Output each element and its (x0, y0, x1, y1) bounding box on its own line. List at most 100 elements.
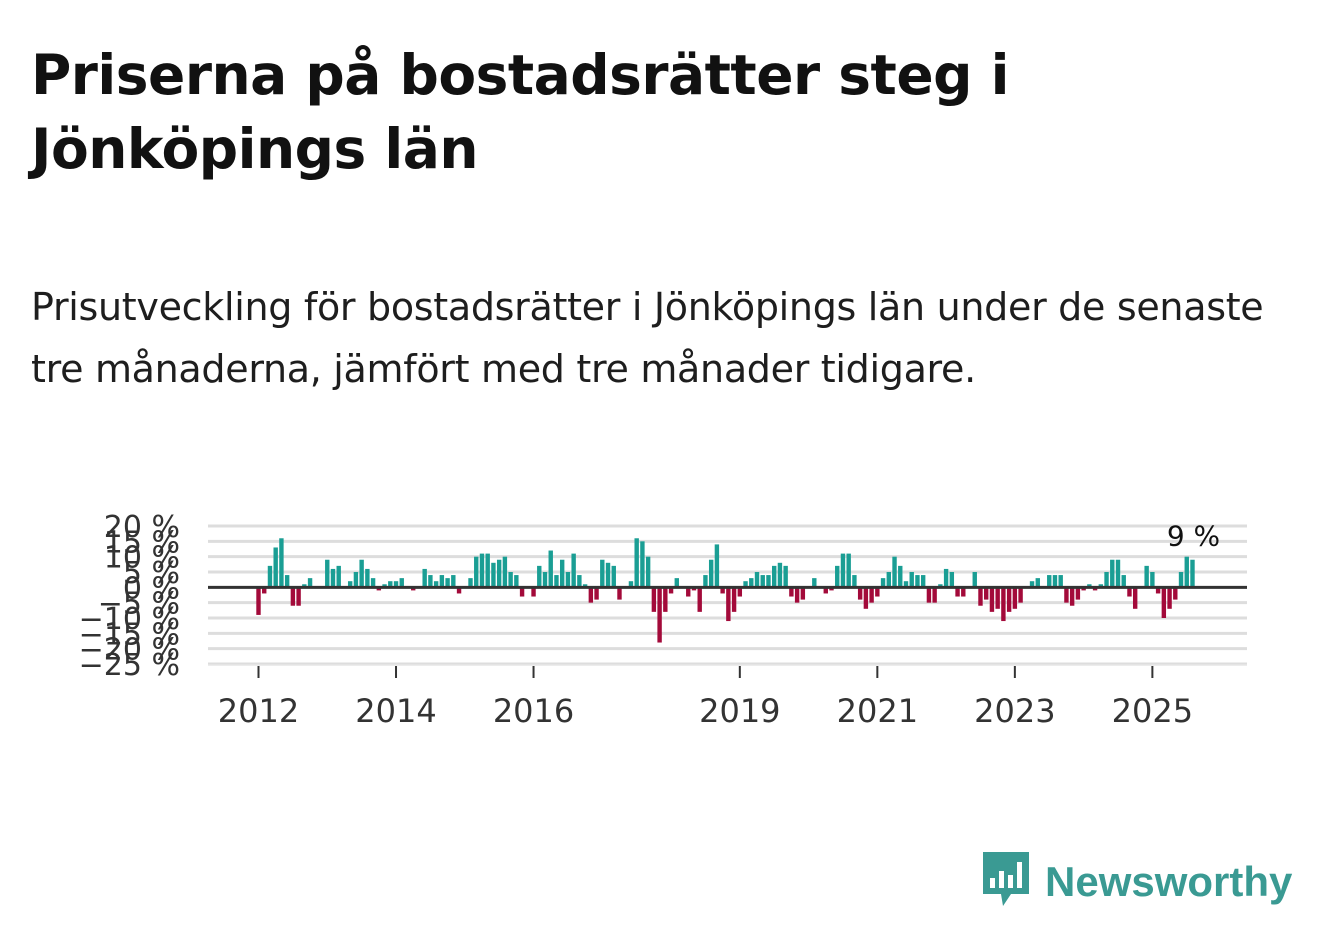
x-tick-label: 2019 (699, 692, 780, 730)
bar (829, 587, 834, 591)
bar (388, 581, 393, 588)
bar (857, 587, 863, 600)
bar (915, 575, 920, 588)
bar (307, 578, 313, 588)
bar (1001, 587, 1006, 622)
bar (800, 587, 806, 600)
bar (852, 575, 857, 588)
bar (565, 572, 571, 588)
bar (485, 553, 490, 588)
y-tick-label: 0 % (123, 571, 180, 606)
bar (428, 575, 433, 588)
bar (1167, 587, 1172, 609)
bar (1012, 587, 1018, 609)
bar (531, 587, 536, 597)
bar (1092, 587, 1098, 591)
bar (686, 587, 691, 597)
bar (955, 587, 960, 597)
bar (496, 559, 502, 588)
bar (1127, 587, 1132, 597)
bar (519, 587, 525, 597)
newsworthy-brand[interactable]: Newsworthy (981, 850, 1292, 914)
bar (1018, 587, 1023, 603)
bar (399, 578, 404, 588)
bar (880, 578, 886, 588)
bar (720, 587, 725, 594)
bar (978, 587, 983, 606)
chart-title: Priserna på bostadsrätter steg i Jönköpi… (31, 43, 1010, 181)
bar (892, 556, 897, 588)
bar (846, 553, 851, 588)
bar (439, 575, 445, 588)
bar (548, 550, 553, 588)
bar (898, 565, 903, 588)
bar (772, 565, 777, 588)
bar (737, 587, 743, 597)
bar (330, 568, 336, 588)
bar (376, 587, 382, 591)
bar (663, 587, 668, 612)
bar (582, 584, 588, 588)
x-axis: 2012 2014 2016 2019 2021 2023 2025 (208, 664, 1247, 730)
bar (1069, 587, 1075, 606)
bar (674, 578, 679, 588)
bar (468, 578, 473, 588)
bar (766, 575, 771, 588)
newsworthy-logo-icon (981, 850, 1031, 914)
y-tick-label: 15 % (104, 525, 180, 560)
bar (347, 581, 353, 588)
y-tick-label: −15 % (79, 617, 180, 652)
bar (1155, 587, 1161, 594)
bars (208, 538, 1247, 643)
bar (777, 562, 783, 588)
bar (634, 538, 639, 588)
bar (926, 587, 932, 603)
bar (920, 575, 926, 588)
bar (645, 556, 651, 588)
bar (382, 584, 387, 588)
bar (743, 581, 748, 588)
bar (502, 556, 508, 588)
chart-subtitle: Prisutveckling för bostadsrätter i Jönkö… (31, 285, 1264, 391)
bar (708, 559, 714, 588)
bar (302, 584, 307, 588)
y-tick-label: 10 % (104, 541, 180, 576)
bar (1087, 584, 1092, 588)
bar (909, 572, 914, 588)
bar (393, 581, 399, 588)
bar (1161, 587, 1167, 618)
bar (995, 587, 1000, 609)
x-tick-label: 2012 (218, 692, 299, 730)
x-tick-label: 2025 (1112, 692, 1193, 730)
bar (594, 587, 599, 600)
y-axis-labels: 20 %15 %10 %5 %0 %−5 %−10 %−15 %−20 %−25… (79, 510, 180, 683)
bar (760, 575, 765, 588)
bar (938, 584, 943, 588)
x-tick-label: 2021 (837, 692, 918, 730)
bar (823, 587, 828, 594)
bar (617, 587, 622, 600)
y-tick-label: −10 % (79, 602, 180, 637)
bar (422, 568, 427, 588)
bar (812, 578, 817, 588)
bar (508, 572, 513, 588)
bar (961, 587, 966, 597)
bar (588, 587, 594, 603)
bar (433, 581, 439, 588)
bar (703, 575, 708, 588)
bar (886, 572, 891, 588)
bar (1064, 587, 1069, 603)
bar (949, 572, 955, 588)
bar (445, 578, 450, 588)
bar (279, 538, 284, 588)
x-tick-label: 2023 (974, 692, 1055, 730)
y-tick-label: −25 % (79, 648, 180, 683)
bar (273, 547, 278, 588)
bar (600, 559, 605, 588)
bar (783, 565, 788, 588)
y-tick-label: −20 % (79, 633, 180, 668)
bar (296, 587, 301, 606)
bar (1104, 572, 1109, 588)
bar (657, 587, 662, 643)
bar (651, 587, 657, 612)
